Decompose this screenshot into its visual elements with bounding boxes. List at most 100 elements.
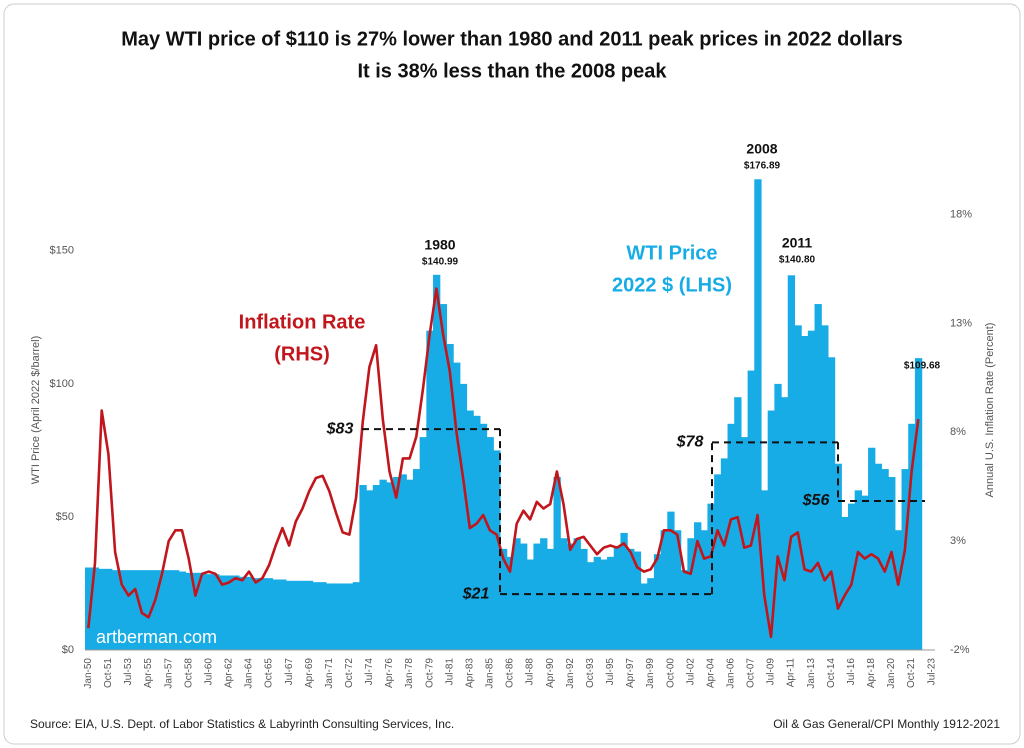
x-tick-label: Jul-81	[444, 658, 455, 686]
x-tick-label: Jul-02	[685, 658, 696, 686]
bar	[901, 469, 909, 650]
y-tick-label: $50	[56, 511, 74, 523]
chart-subtitle: It is 38% less than the 2008 peak	[357, 60, 667, 82]
bar	[754, 179, 762, 650]
bar	[781, 397, 789, 650]
peak-value: $176.89	[744, 161, 781, 172]
bar	[520, 543, 528, 650]
x-tick-label: Apr-83	[464, 658, 475, 688]
bar	[259, 578, 267, 650]
peak-value: $140.99	[422, 257, 459, 268]
reference-label: $21	[462, 585, 490, 602]
bar	[760, 490, 769, 650]
bar	[379, 479, 387, 650]
bar	[499, 548, 508, 650]
x-tick-label: Apr-97	[625, 658, 636, 688]
bar	[540, 538, 548, 650]
bar	[506, 556, 514, 650]
bar	[747, 370, 755, 650]
x-tick-label: Oct-79	[424, 658, 435, 688]
bar	[372, 485, 381, 650]
y2-tick-label: 13%	[950, 317, 972, 329]
bar	[814, 304, 822, 650]
peak-year: 2011	[782, 235, 813, 251]
bar	[439, 304, 448, 650]
bar	[366, 490, 374, 650]
x-tick-label: Oct-58	[183, 658, 194, 688]
bar	[680, 570, 688, 650]
x-tick-label: Apr-76	[384, 658, 395, 688]
bar	[600, 559, 608, 650]
bar	[285, 580, 294, 650]
bar	[232, 575, 240, 650]
bar	[767, 410, 775, 650]
bar	[151, 570, 160, 650]
x-tick-label: Jan-64	[244, 658, 255, 689]
bar	[821, 325, 829, 650]
bar	[787, 275, 796, 650]
x-tick-label: Oct-72	[344, 658, 355, 688]
bar	[392, 477, 401, 650]
bar	[868, 447, 876, 650]
bar	[466, 410, 474, 650]
x-tick-label: Jan-50	[83, 658, 94, 689]
bar	[673, 530, 682, 650]
bar	[714, 474, 722, 650]
bar	[292, 580, 300, 650]
bar	[546, 548, 555, 650]
bar	[312, 582, 320, 650]
bar	[633, 551, 642, 650]
bar	[91, 567, 99, 650]
x-tick-label: Jul-67	[284, 658, 295, 686]
line	[87, 287, 920, 639]
bar	[453, 362, 461, 650]
chart-title: May WTI price of $110 is 27% lower than …	[121, 28, 902, 50]
x-tick-label: Jan-57	[163, 658, 174, 689]
bar	[252, 578, 260, 650]
bar	[339, 583, 347, 650]
bar	[245, 576, 253, 650]
bar	[874, 463, 883, 650]
bar	[165, 570, 173, 650]
bar	[319, 582, 327, 650]
peak-year: 1980	[424, 237, 455, 253]
bar	[111, 570, 120, 650]
y2-axis-title: Annual U.S. Inflation Rate (Percent)	[984, 323, 996, 498]
bar	[412, 469, 421, 650]
x-tick-label: Jan-13	[806, 658, 817, 689]
peak-year: 2008	[746, 141, 777, 157]
bar	[908, 423, 916, 650]
x-tick-label: Oct-14	[826, 658, 837, 688]
x-tick-label: Oct-51	[103, 658, 114, 688]
bar	[426, 330, 434, 650]
bar	[158, 570, 166, 650]
bar	[914, 358, 923, 650]
bar	[854, 490, 862, 650]
bar	[125, 570, 133, 650]
y-tick-label: $100	[50, 378, 74, 390]
series-label: 2022 $ (LHS)	[612, 274, 732, 296]
bar	[881, 469, 889, 650]
bar	[593, 556, 601, 650]
x-tick-label: Oct-00	[665, 658, 676, 688]
bar	[888, 477, 896, 650]
note: Oil & Gas General/CPI Monthly 1912-2021	[773, 717, 1000, 731]
x-tick-label: Apr-04	[705, 658, 716, 688]
bar	[493, 450, 501, 650]
reference-label: $56	[802, 492, 830, 509]
x-tick-label: Apr-69	[304, 658, 315, 688]
y-tick-label: $150	[50, 245, 74, 257]
bar	[727, 423, 735, 650]
bar	[433, 274, 441, 650]
bar	[580, 548, 588, 650]
bar	[272, 579, 280, 650]
bar	[205, 574, 213, 650]
bar	[647, 578, 655, 650]
bar	[419, 437, 427, 650]
bar	[446, 343, 454, 650]
x-tick-label: Oct-07	[746, 658, 757, 688]
bar	[473, 415, 481, 650]
x-tick-label: Apr-11	[786, 658, 797, 688]
bar	[834, 463, 842, 650]
series-label: Inflation Rate	[239, 311, 366, 333]
